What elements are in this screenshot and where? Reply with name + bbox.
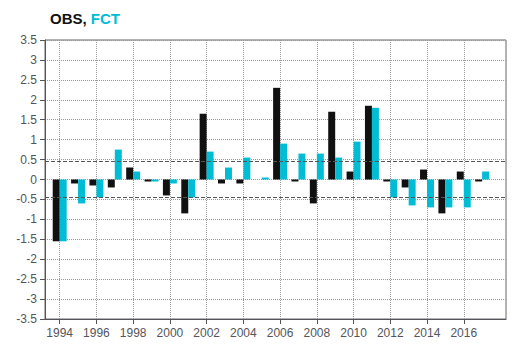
svg-text:-2.5: -2.5: [16, 272, 37, 286]
svg-text:-2: -2: [26, 252, 37, 266]
svg-text:2002: 2002: [193, 326, 220, 340]
svg-text:3.5: 3.5: [20, 33, 37, 47]
svg-text:0: 0: [30, 173, 37, 187]
svg-text:2004: 2004: [230, 326, 257, 340]
svg-text:1998: 1998: [120, 326, 147, 340]
svg-text:-1: -1: [26, 212, 37, 226]
svg-text:2016: 2016: [450, 326, 477, 340]
svg-text:1: 1: [30, 133, 37, 147]
svg-text:2.5: 2.5: [20, 73, 37, 87]
svg-text:2014: 2014: [414, 326, 441, 340]
svg-text:-3.5: -3.5: [16, 312, 37, 326]
svg-text:,: ,: [83, 10, 91, 27]
svg-text:2012: 2012: [377, 326, 404, 340]
svg-text:1994: 1994: [46, 326, 73, 340]
svg-text:2010: 2010: [340, 326, 367, 340]
svg-text:2008: 2008: [303, 326, 330, 340]
svg-text:1996: 1996: [83, 326, 110, 340]
svg-text:-3: -3: [26, 292, 37, 306]
svg-text:-1.5: -1.5: [16, 232, 37, 246]
svg-text:FCT: FCT: [91, 10, 120, 27]
svg-text:0.5: 0.5: [20, 153, 37, 167]
svg-text:-0.5: -0.5: [16, 192, 37, 206]
svg-text:3: 3: [30, 53, 37, 67]
svg-text:1.5: 1.5: [20, 113, 37, 127]
svg-text:OBS: OBS: [50, 10, 83, 27]
svg-text:2000: 2000: [157, 326, 184, 340]
svg-text:2006: 2006: [267, 326, 294, 340]
svg-text:2: 2: [30, 93, 37, 107]
